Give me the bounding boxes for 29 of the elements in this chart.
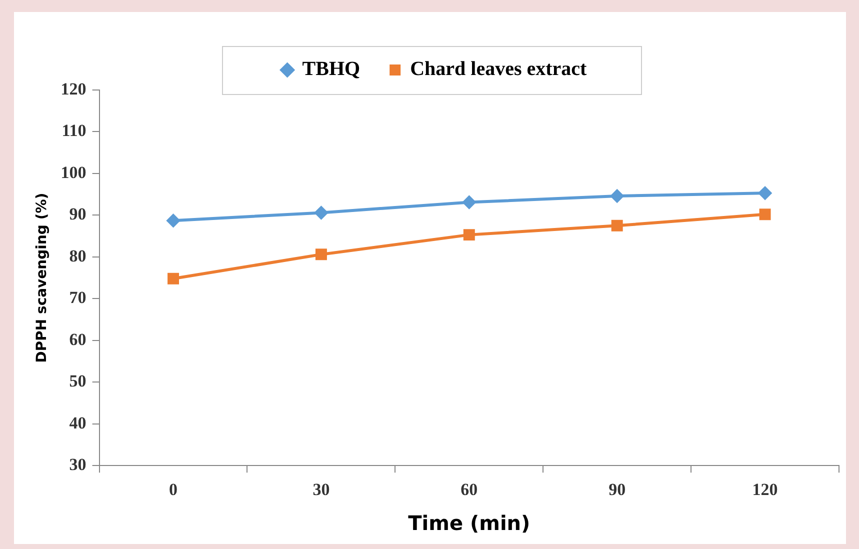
point — [166, 214, 180, 228]
x-tick-label: 30 — [312, 480, 330, 500]
y-axis-title: DPPH scavenging (%) — [34, 192, 50, 363]
y-tick-label: 30 — [69, 454, 86, 474]
point — [314, 206, 328, 220]
y-tick-label: 120 — [60, 79, 86, 98]
x-tick-label: 120 — [752, 480, 778, 500]
y-tick-label: 80 — [69, 246, 86, 266]
y-tick-label: 70 — [69, 288, 86, 308]
y-tick-label: 60 — [69, 330, 86, 349]
y-tick-label: 90 — [69, 204, 86, 224]
x-tick-label: 60 — [460, 480, 478, 500]
point — [610, 190, 624, 203]
point — [611, 220, 623, 232]
x-tick-label: 0 — [169, 480, 178, 500]
y-tick-label: 50 — [69, 372, 86, 391]
point — [168, 272, 180, 284]
point — [463, 229, 475, 241]
point — [315, 248, 327, 260]
x-tick-label: 90 — [608, 480, 626, 500]
point — [759, 208, 771, 220]
legend-label: TBHQ — [302, 58, 360, 80]
y-tick-label: 110 — [62, 121, 86, 140]
point — [758, 186, 772, 200]
y-tick-label: 100 — [60, 162, 86, 182]
y-tick-label: 40 — [69, 413, 86, 432]
legend-label: Chard leaves extract — [410, 58, 588, 80]
x-axis-title: Time (min) — [408, 511, 530, 536]
point — [462, 196, 476, 209]
